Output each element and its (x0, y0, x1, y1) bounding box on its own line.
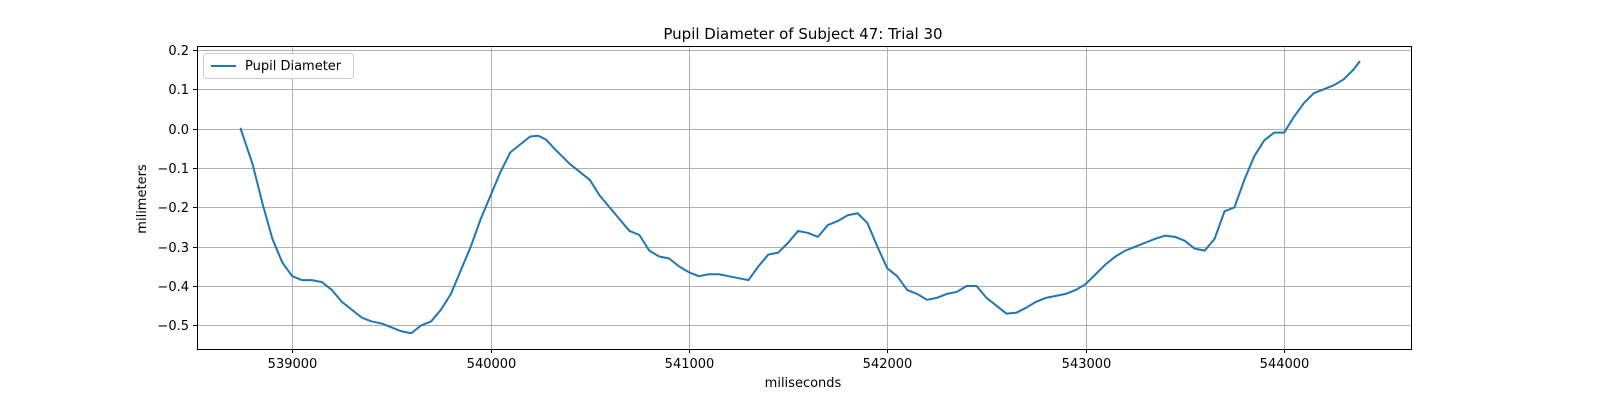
y-tick-label: 0.0 (168, 123, 189, 138)
series-layer (239, 60, 1361, 335)
axis-ticks: 539000 540000 541000 542000 543000 544000 −0.5… (157, 44, 1309, 372)
x-tick-label: 542000 (863, 357, 913, 372)
y-tick-label: 0.2 (168, 44, 189, 59)
series-line-pupil-diameter (239, 60, 1361, 335)
y-tick-label: −0.5 (157, 319, 189, 334)
y-tick-label: −0.2 (157, 201, 189, 216)
x-axis-label: miliseconds (765, 376, 842, 391)
x-tick-label: 543000 (1062, 357, 1112, 372)
x-tick-label: 540000 (467, 357, 517, 372)
plot-frame (197, 46, 1412, 350)
legend-label-pupil-diameter: Pupil Diameter (245, 59, 342, 74)
x-tick-label: 544000 (1260, 357, 1310, 372)
x-tick-label: 541000 (665, 357, 715, 372)
y-tick-label: −0.4 (157, 280, 189, 295)
y-tick-label: 0.1 (168, 83, 189, 98)
x-tick-label: 539000 (268, 357, 318, 372)
y-tick-label: −0.1 (157, 162, 189, 177)
chart-title: Pupil Diameter of Subject 47: Trial 30 (663, 25, 942, 43)
legend: Pupil Diameter (203, 53, 354, 79)
grid (197, 46, 1411, 349)
y-tick-label: −0.3 (157, 241, 189, 256)
y-axis-label: milimeters (135, 164, 150, 234)
legend-box (203, 53, 354, 79)
